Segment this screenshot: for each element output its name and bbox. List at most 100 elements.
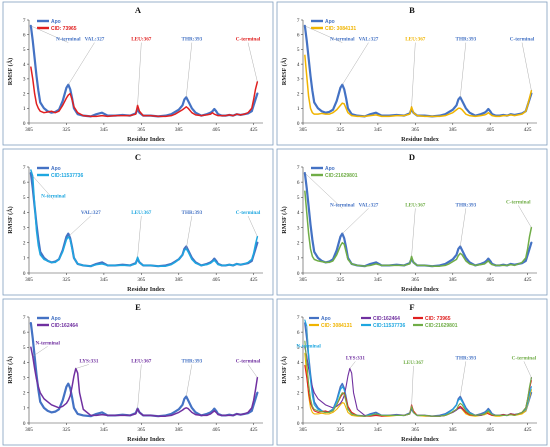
- annotation-leader: [137, 364, 142, 409]
- panel-frame: [276, 298, 548, 446]
- y-tick-label: 7: [297, 315, 300, 321]
- y-tick-label: 2: [23, 391, 26, 397]
- annotation-leader: [186, 215, 193, 249]
- x-axis-title: Residue Index: [401, 286, 440, 293]
- y-tick-label: 2: [297, 391, 300, 397]
- y-tick-label: 2: [297, 241, 300, 247]
- y-tick-label: 4: [23, 62, 26, 68]
- annotation-leader: [247, 364, 258, 378]
- x-tick-label: 365: [411, 277, 419, 283]
- y-axis-title: RMSF (Å): [6, 206, 14, 233]
- annotation-label: LEU:367: [131, 358, 152, 364]
- x-tick-label: 365: [411, 127, 419, 133]
- x-tick-label: 405: [486, 427, 494, 433]
- annotation-label: THR:393: [181, 358, 202, 364]
- x-tick-label: 365: [137, 277, 145, 283]
- x-tick-label: 325: [337, 427, 345, 433]
- y-tick-label: 7: [297, 165, 300, 171]
- annotation-label: N-terminal: [296, 343, 321, 349]
- panel-title: F: [409, 302, 414, 312]
- x-tick-label: 365: [411, 427, 419, 433]
- y-tick-label: 1: [297, 106, 300, 112]
- x-tick-label: 405: [212, 277, 220, 283]
- y-tick-label: 0: [23, 421, 26, 427]
- x-tick-label: 325: [337, 277, 345, 283]
- x-tick-label: 325: [63, 277, 71, 283]
- x-tick-label: 345: [374, 277, 382, 283]
- y-tick-label: 7: [23, 315, 26, 321]
- annotation-label: C-terminal: [506, 199, 531, 205]
- annotation-leader: [30, 25, 69, 43]
- x-tick-label: 405: [212, 127, 220, 133]
- y-axis-title: RMSF (Å): [280, 206, 288, 233]
- y-tick-label: 4: [297, 210, 300, 216]
- panel-frame: [276, 148, 548, 296]
- legend-label: CID:162464: [373, 316, 400, 322]
- annotation-label: LEU:367: [131, 210, 152, 216]
- x-tick-label: 325: [63, 127, 71, 133]
- annotation-label: N-terminal: [330, 37, 355, 43]
- x-tick-label: 365: [137, 427, 145, 433]
- x-tick-label: 305: [25, 427, 33, 433]
- annotation-leader: [247, 215, 258, 237]
- y-tick-label: 1: [297, 406, 300, 412]
- annotation-leader: [460, 42, 467, 98]
- series-line-1: [304, 54, 533, 118]
- annotation-label: THR:393: [455, 202, 476, 208]
- annotation-leader: [137, 215, 142, 258]
- legend-label: CID: 3084131: [325, 26, 356, 32]
- annotation-leader: [460, 208, 467, 247]
- x-tick-label: 305: [25, 277, 33, 283]
- x-tick-label: 405: [486, 277, 494, 283]
- legend-label: CID:11537736: [51, 173, 83, 179]
- series-line-5: [304, 340, 532, 417]
- annotation-label: LYS:331: [346, 355, 366, 361]
- y-tick-label: 3: [297, 225, 300, 231]
- x-axis-title: Residue Index: [401, 136, 440, 143]
- y-tick-label: 6: [297, 330, 300, 336]
- annotation-leader: [304, 25, 343, 43]
- annotation-label: C-terminal: [236, 37, 261, 43]
- y-tick-label: 3: [23, 225, 26, 231]
- y-tick-label: 6: [23, 33, 26, 39]
- series-line-1: [30, 66, 259, 118]
- annotation-leader: [349, 361, 356, 369]
- x-tick-label: 425: [250, 427, 258, 433]
- y-tick-label: 1: [297, 256, 300, 262]
- annotation-leader: [411, 208, 416, 257]
- x-axis-title: Residue Index: [401, 436, 440, 443]
- y-tick-label: 7: [23, 18, 26, 24]
- x-tick-label: 405: [212, 427, 220, 433]
- x-tick-label: 405: [486, 127, 494, 133]
- y-tick-label: 5: [23, 47, 26, 53]
- y-tick-label: 3: [23, 375, 26, 381]
- y-tick-label: 0: [23, 271, 26, 277]
- legend-label: Apo: [51, 19, 61, 25]
- legend-label: CID:11537736: [373, 323, 405, 329]
- x-tick-label: 365: [137, 127, 145, 133]
- x-tick-label: 345: [100, 427, 108, 433]
- x-tick-label: 385: [449, 277, 457, 283]
- legend-label: CID: 73965: [51, 26, 77, 32]
- x-tick-label: 385: [175, 277, 183, 283]
- y-tick-label: 5: [297, 345, 300, 351]
- y-tick-label: 3: [297, 375, 300, 381]
- y-tick-label: 3: [23, 77, 26, 83]
- annotation-leader: [68, 215, 91, 237]
- y-tick-label: 4: [23, 360, 26, 366]
- x-tick-label: 345: [100, 277, 108, 283]
- series-line-1: [30, 169, 259, 267]
- x-tick-label: 345: [374, 427, 382, 433]
- annotation-leader: [342, 42, 369, 85]
- y-tick-label: 3: [297, 77, 300, 83]
- legend-label: CID: 73965: [425, 316, 451, 322]
- x-tick-label: 425: [524, 427, 532, 433]
- y-tick-label: 6: [23, 180, 26, 186]
